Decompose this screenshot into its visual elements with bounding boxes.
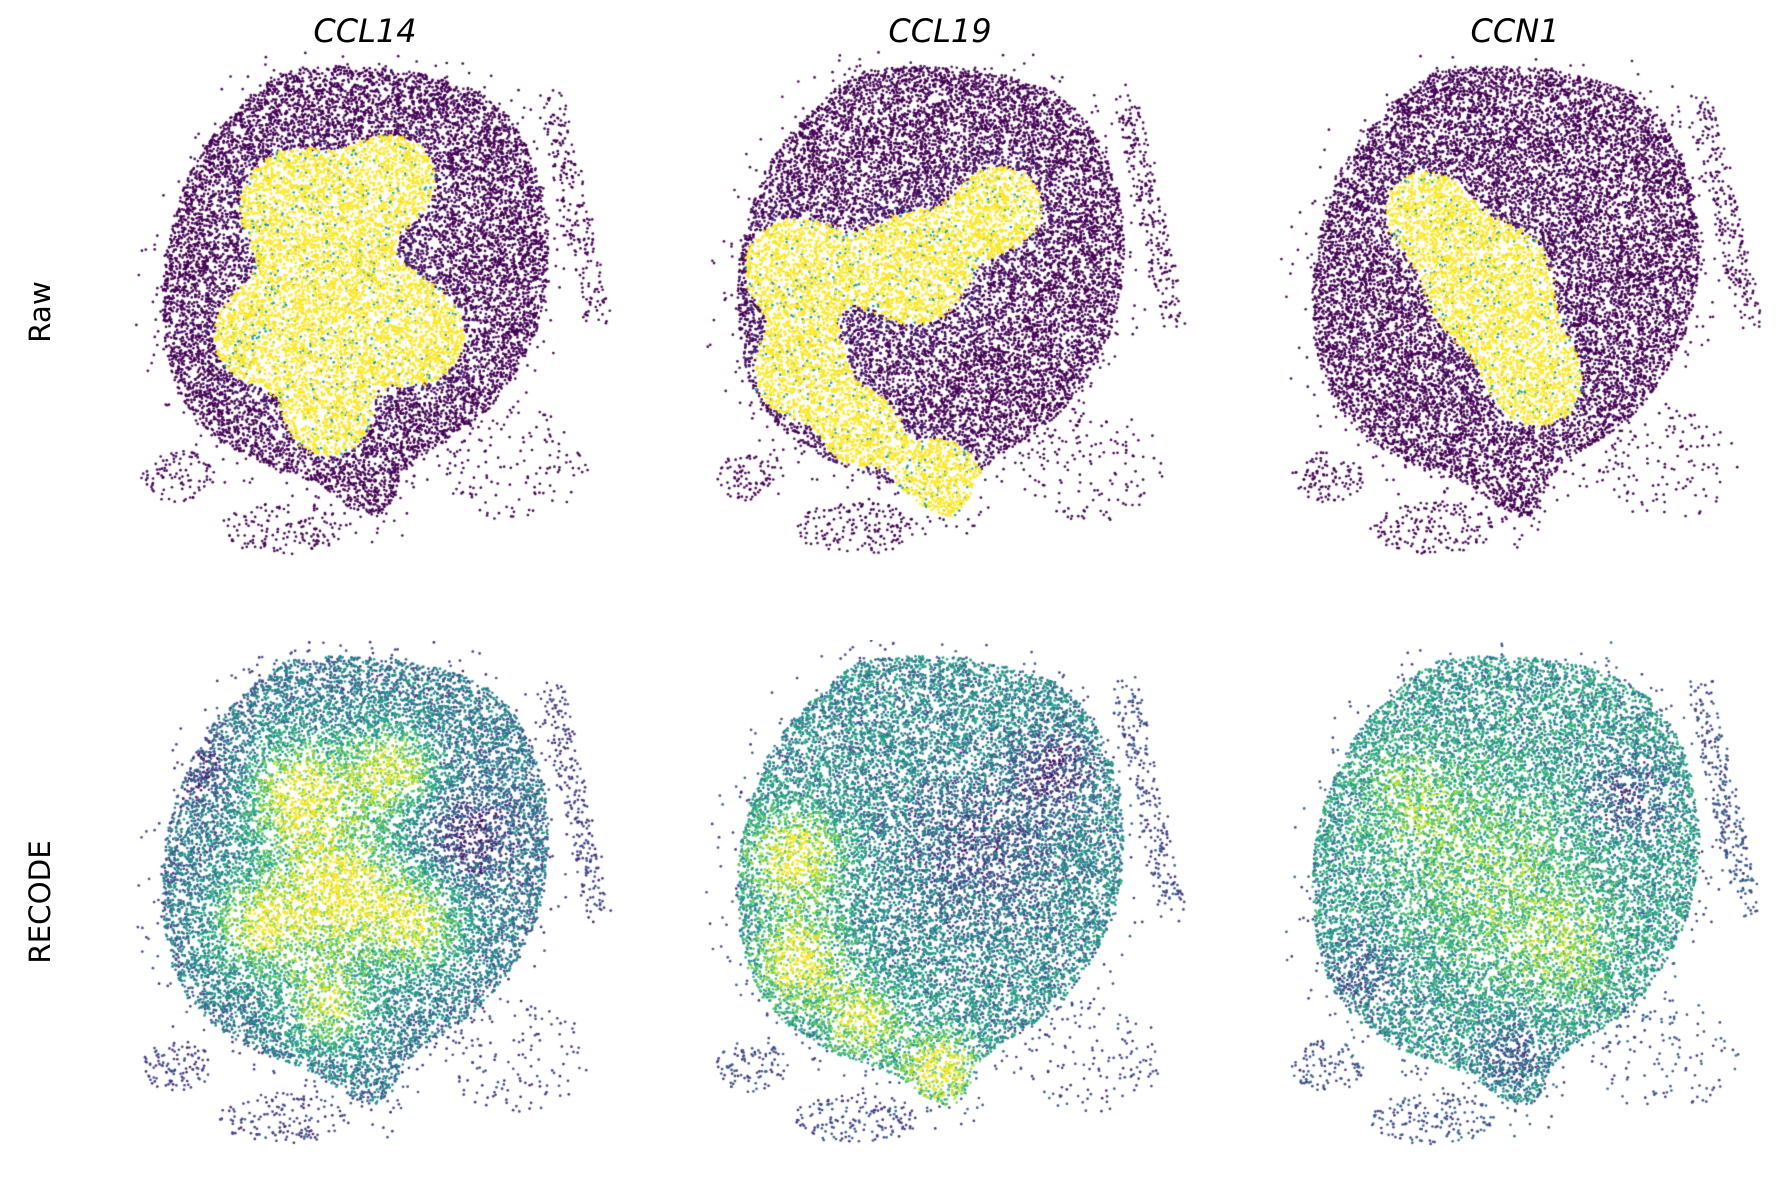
scatter-canvas — [105, 640, 625, 1160]
scatter-canvas — [1255, 640, 1775, 1160]
scatter-canvas — [680, 50, 1200, 570]
figure-grid: CCL14 CCL19 CCN1 Raw RECODE — [0, 0, 1789, 1190]
scatter-canvas — [105, 50, 625, 570]
scatter-canvas — [680, 640, 1200, 1160]
column-title: CCL14 — [105, 12, 625, 50]
scatter-canvas — [1255, 50, 1775, 570]
scatter-panel — [1255, 50, 1775, 570]
row-title: Raw — [23, 212, 57, 412]
column-title: CCL19 — [680, 12, 1200, 50]
column-title: CCN1 — [1255, 12, 1775, 50]
scatter-panel — [1255, 640, 1775, 1160]
scatter-panel — [105, 50, 625, 570]
scatter-panel — [105, 640, 625, 1160]
scatter-panel — [680, 50, 1200, 570]
row-title: RECODE — [23, 802, 57, 1002]
scatter-panel — [680, 640, 1200, 1160]
